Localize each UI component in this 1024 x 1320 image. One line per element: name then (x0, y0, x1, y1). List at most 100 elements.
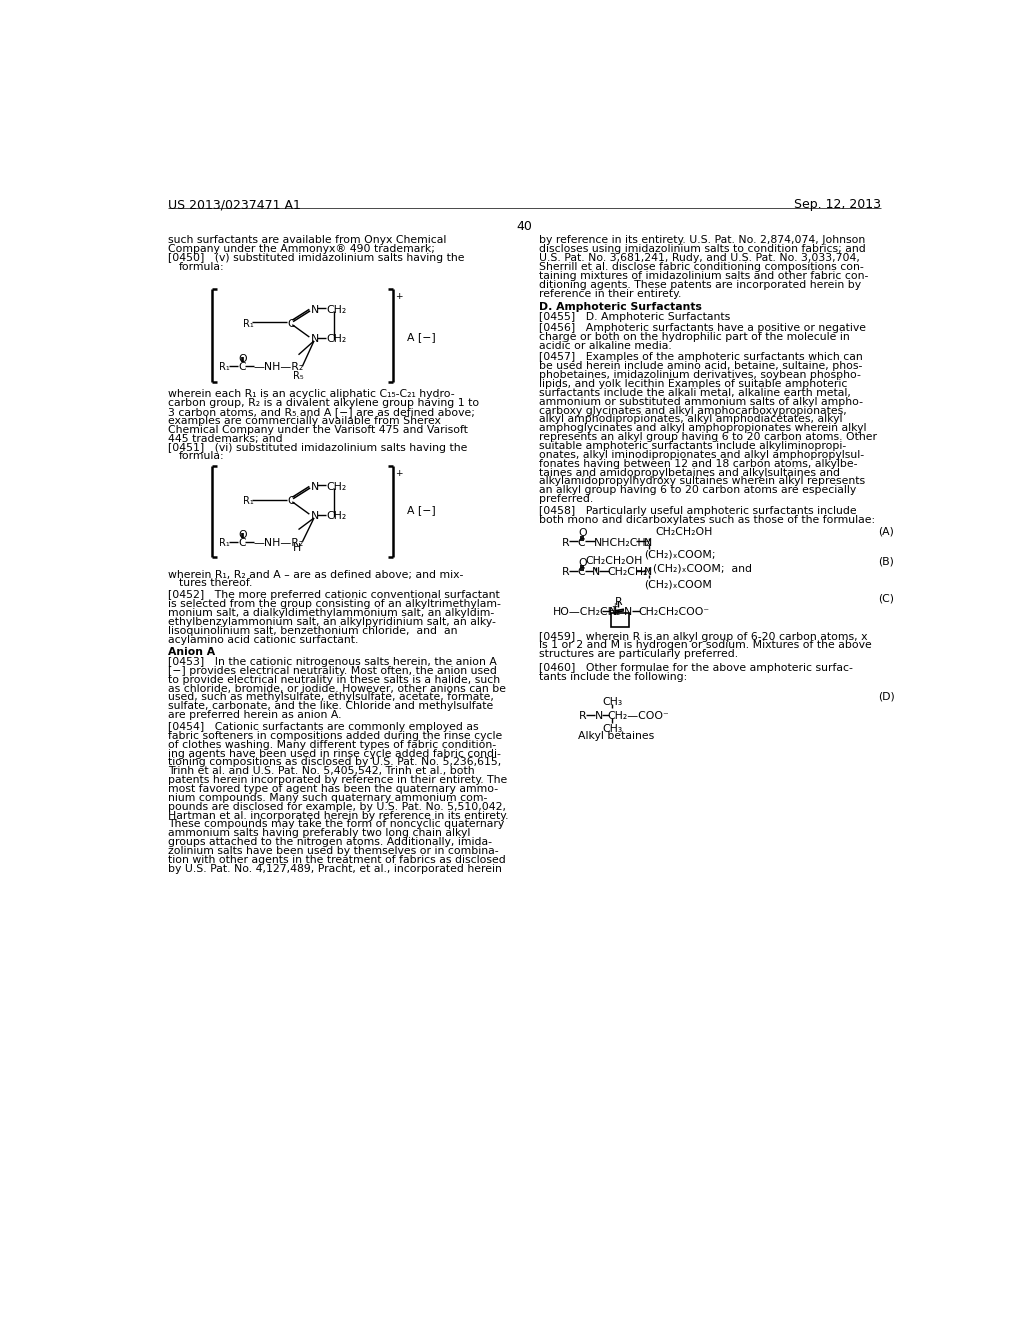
Text: formula:: formula: (179, 451, 225, 462)
Text: such surfactants are available from Onyx Chemical: such surfactants are available from Onyx… (168, 235, 446, 246)
Text: alkylamidopropylhydroxy sultaines wherein alkyl represents: alkylamidopropylhydroxy sultaines wherei… (539, 477, 865, 486)
Text: lisoquinolinium salt, benzethonium chloride,  and  an: lisoquinolinium salt, benzethonium chlor… (168, 626, 458, 636)
Text: N: N (311, 334, 319, 345)
Text: ethylbenzylammonium salt, an alkylpyridinium salt, an alky-: ethylbenzylammonium salt, an alkylpyridi… (168, 616, 497, 627)
Text: N: N (592, 566, 600, 577)
Text: by U.S. Pat. No. 4,127,489, Pracht, et al., incorporated herein: by U.S. Pat. No. 4,127,489, Pracht, et a… (168, 863, 502, 874)
Text: carbon group, R₂ is a divalent alkylene group having 1 to: carbon group, R₂ is a divalent alkylene … (168, 399, 479, 408)
Text: CH₂: CH₂ (327, 334, 347, 345)
Text: 445 trademarks; and: 445 trademarks; and (168, 434, 283, 444)
Text: [0452]   The more preferred cationic conventional surfactant: [0452] The more preferred cationic conve… (168, 590, 500, 601)
Text: CH₂—COO⁻: CH₂—COO⁻ (607, 711, 670, 721)
Text: formula:: formula: (179, 261, 225, 272)
Text: O: O (579, 557, 587, 568)
Text: structures are particularly preferred.: structures are particularly preferred. (539, 649, 738, 659)
Text: 3 carbon atoms, and R₅ and A [−] are as defined above;: 3 carbon atoms, and R₅ and A [−] are as … (168, 407, 475, 417)
Text: an alkyl group having 6 to 20 carbon atoms are especially: an alkyl group having 6 to 20 carbon ato… (539, 486, 856, 495)
Text: represents an alkyl group having 6 to 20 carbon atoms. Other: represents an alkyl group having 6 to 20… (539, 432, 877, 442)
Text: phobetaines, imidazolinium derivatives, soybean phospho-: phobetaines, imidazolinium derivatives, … (539, 370, 860, 380)
Text: CH₂: CH₂ (327, 305, 347, 314)
Text: tants include the following:: tants include the following: (539, 672, 687, 681)
Text: taining mixtures of imidazolinium salts and other fabric con-: taining mixtures of imidazolinium salts … (539, 271, 868, 281)
Text: Alkyl betaines: Alkyl betaines (578, 731, 653, 742)
Text: Sherrill et al. disclose fabric conditioning compositions con-: Sherrill et al. disclose fabric conditio… (539, 261, 863, 272)
Text: D. Amphoteric Surfactants: D. Amphoteric Surfactants (539, 302, 701, 312)
Text: +: + (395, 470, 402, 478)
Text: HO—CH₂CH₂: HO—CH₂CH₂ (553, 607, 621, 616)
Text: [0455]   D. Amphoteric Surfactants: [0455] D. Amphoteric Surfactants (539, 313, 730, 322)
Text: C: C (578, 537, 585, 548)
Bar (611, 612, 630, 627)
Text: preferred.: preferred. (539, 494, 593, 504)
Text: discloses using imidazolinium salts to condition fabrics; and: discloses using imidazolinium salts to c… (539, 244, 865, 255)
Text: as chloride, bromide, or iodide. However, other anions can be: as chloride, bromide, or iodide. However… (168, 684, 506, 693)
Text: U.S. Pat. No. 3,681,241, Rudy, and U.S. Pat. No. 3,033,704,: U.S. Pat. No. 3,681,241, Rudy, and U.S. … (539, 253, 859, 263)
Text: tion with other agents in the treatment of fabrics as disclosed: tion with other agents in the treatment … (168, 855, 506, 865)
Text: [0458]   Particularly useful amphoteric surfactants include: [0458] Particularly useful amphoteric su… (539, 506, 856, 516)
Text: N: N (624, 607, 632, 616)
Text: by reference in its entirety. U.S. Pat. No. 2,874,074, Johnson: by reference in its entirety. U.S. Pat. … (539, 235, 865, 246)
Text: is 1 or 2 and M is hydrogen or sodium. Mixtures of the above: is 1 or 2 and M is hydrogen or sodium. M… (539, 640, 871, 651)
Text: —NH—R₂: —NH—R₂ (254, 539, 304, 548)
Text: taines and amidopropylbetaines and alkylsultaines and: taines and amidopropylbetaines and alkyl… (539, 467, 840, 478)
Text: R: R (562, 537, 569, 548)
Text: CH₂CH₂: CH₂CH₂ (607, 566, 648, 577)
Text: CH₂CH₂OH: CH₂CH₂OH (655, 527, 713, 537)
Text: be used herein include amino acid, betaine, sultaine, phos-: be used herein include amino acid, betai… (539, 362, 862, 371)
Text: is selected from the group consisting of an alkyltrimethylam-: is selected from the group consisting of… (168, 599, 501, 610)
Text: lipids, and yolk lecithin Examples of suitable amphoteric: lipids, and yolk lecithin Examples of su… (539, 379, 847, 389)
Text: wherein R₁, R₂ and A – are as defined above; and mix-: wherein R₁, R₂ and A – are as defined ab… (168, 570, 464, 579)
Text: [−] provides electrical neutrality. Most often, the anion used: [−] provides electrical neutrality. Most… (168, 665, 498, 676)
Text: both mono and dicarboxylates such as those of the formulae:: both mono and dicarboxylates such as tho… (539, 515, 874, 525)
Text: most favored type of agent has been the quaternary ammo-: most favored type of agent has been the … (168, 784, 499, 795)
Text: NHCH₂CH₂: NHCH₂CH₂ (594, 537, 651, 548)
Text: examples are commercially available from Sherex: examples are commercially available from… (168, 416, 441, 426)
Text: O: O (239, 529, 248, 540)
Text: R₁: R₁ (219, 539, 230, 548)
Text: pounds are disclosed for example, by U.S. Pat. No. 5,510,042,: pounds are disclosed for example, by U.S… (168, 801, 506, 812)
Text: CH₂CH₂OH: CH₂CH₂OH (586, 556, 643, 566)
Text: N: N (644, 566, 652, 577)
Text: Hartman et al. incorporated herein by reference in its entirety.: Hartman et al. incorporated herein by re… (168, 810, 509, 821)
Text: tioning compositions as disclosed by U.S. Pat. No. 5,236,615,: tioning compositions as disclosed by U.S… (168, 758, 502, 767)
Text: Anion A: Anion A (168, 647, 215, 656)
Text: (CH₂)ₓCOOM;: (CH₂)ₓCOOM; (644, 550, 716, 560)
Text: wherein each R₁ is an acyclic aliphatic C₁₅-C₂₁ hydro-: wherein each R₁ is an acyclic aliphatic … (168, 389, 455, 400)
Text: of clothes washing. Many different types of fabric condition-: of clothes washing. Many different types… (168, 739, 497, 750)
Text: [0453]   In the cationic nitrogenous salts herein, the anion A: [0453] In the cationic nitrogenous salts… (168, 657, 498, 667)
Text: [0460]   Other formulae for the above amphoteric surfac-: [0460] Other formulae for the above amph… (539, 663, 853, 673)
Text: (B): (B) (879, 556, 894, 566)
Text: N: N (311, 482, 319, 492)
Text: C: C (287, 496, 295, 506)
Text: R: R (614, 597, 623, 607)
Text: zolinium salts have been used by themselves or in combina-: zolinium salts have been used by themsel… (168, 846, 499, 855)
Text: CH₂: CH₂ (327, 511, 347, 521)
Text: C: C (578, 566, 585, 577)
Text: N: N (311, 305, 319, 314)
Text: (C): (C) (879, 593, 894, 603)
Text: CH₃: CH₃ (602, 723, 623, 734)
Text: (D): (D) (879, 692, 895, 701)
Text: patents herein incorporated by reference in their entirety. The: patents herein incorporated by reference… (168, 775, 508, 785)
Text: R₅: R₅ (293, 371, 304, 381)
Text: acylamino acid cationic surfactant.: acylamino acid cationic surfactant. (168, 635, 358, 644)
Text: Company under the Ammonyx® 490 trademark;: Company under the Ammonyx® 490 trademark… (168, 244, 435, 255)
Text: +: + (611, 602, 617, 611)
Text: H: H (293, 543, 301, 553)
Text: are preferred herein as anion A.: are preferred herein as anion A. (168, 710, 342, 721)
Text: C: C (287, 318, 295, 329)
Text: ditioning agents. These patents are incorporated herein by: ditioning agents. These patents are inco… (539, 280, 861, 289)
Text: [0451]   (vi) substituted imidazolinium salts having the: [0451] (vi) substituted imidazolinium sa… (168, 442, 468, 453)
Text: R₁: R₁ (243, 496, 254, 506)
Text: Trinh et al. and U.S. Pat. No. 5,405,542, Trinh et al., both: Trinh et al. and U.S. Pat. No. 5,405,542… (168, 767, 475, 776)
Text: N: N (644, 537, 652, 548)
Text: reference in their entirety.: reference in their entirety. (539, 289, 681, 298)
Text: R: R (562, 566, 569, 577)
Text: suitable amphoteric surfactants include alkyliminopropi-: suitable amphoteric surfactants include … (539, 441, 846, 451)
Text: groups attached to the nitrogen atoms. Additionally, imida-: groups attached to the nitrogen atoms. A… (168, 837, 493, 847)
Text: carboxy glycinates and alkyl amphocarboxypropionates,: carboxy glycinates and alkyl amphocarbox… (539, 405, 847, 416)
Text: CH₃: CH₃ (602, 697, 623, 708)
Text: (CH₂)ₓCOOM;  and: (CH₂)ₓCOOM; and (653, 564, 753, 574)
Text: to provide electrical neutrality in these salts is a halide, such: to provide electrical neutrality in thes… (168, 675, 501, 685)
Text: [0454]   Cationic surfactants are commonly employed as: [0454] Cationic surfactants are commonly… (168, 722, 479, 733)
